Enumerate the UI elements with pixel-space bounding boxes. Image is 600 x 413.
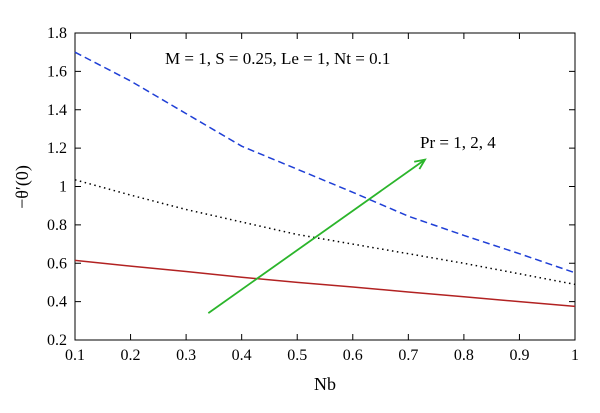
x-tick-label: 0.7 — [398, 347, 418, 364]
y-tick-label: 0.6 — [47, 255, 67, 272]
series-line-dotted — [74, 179, 576, 286]
y-tick-label: 1 — [59, 179, 67, 196]
x-tick-label: 1 — [571, 347, 579, 364]
pr-annotation: Pr = 1, 2, 4 — [420, 133, 496, 152]
x-tick-label: 0.2 — [121, 347, 141, 364]
axis-ticks: 0.1 0.2 0.3 0.4 0.5 0.6 0.7 0.8 0.9 10.20.40.60.8… — [47, 25, 579, 364]
y-tick-label: 1.8 — [47, 25, 67, 42]
x-tick-label: 0.3 — [176, 347, 196, 364]
series-line-solid — [74, 259, 576, 308]
x-axis-title: Nb — [314, 374, 336, 394]
parameters-annotation: M = 1, S = 0.25, Le = 1, Nt = 0.1 — [165, 49, 390, 68]
y-tick-label: 1.2 — [47, 140, 67, 157]
arrow-shaft — [207, 158, 426, 314]
y-tick-label: 0.8 — [47, 217, 67, 234]
x-tick-label: 0.6 — [343, 347, 363, 364]
y-tick-label: 0.4 — [47, 294, 67, 311]
x-tick-label: 0.4 — [232, 347, 252, 364]
series-line-dashed — [74, 51, 576, 274]
y-tick-label: 0.2 — [47, 332, 67, 349]
series-group — [74, 51, 576, 308]
x-tick-label: 0.9 — [509, 347, 529, 364]
y-axis-title: −θ′(0) — [12, 165, 33, 209]
pr-arrow — [207, 158, 427, 314]
y-tick-label: 1.4 — [47, 102, 67, 119]
arrow-head — [414, 158, 427, 170]
plot-frame — [74, 32, 576, 341]
x-tick-label: 0.8 — [454, 347, 474, 364]
x-tick-label: 0.5 — [287, 347, 307, 364]
x-tick-label: 0.1 — [65, 347, 85, 364]
y-tick-label: 1.6 — [47, 63, 67, 80]
